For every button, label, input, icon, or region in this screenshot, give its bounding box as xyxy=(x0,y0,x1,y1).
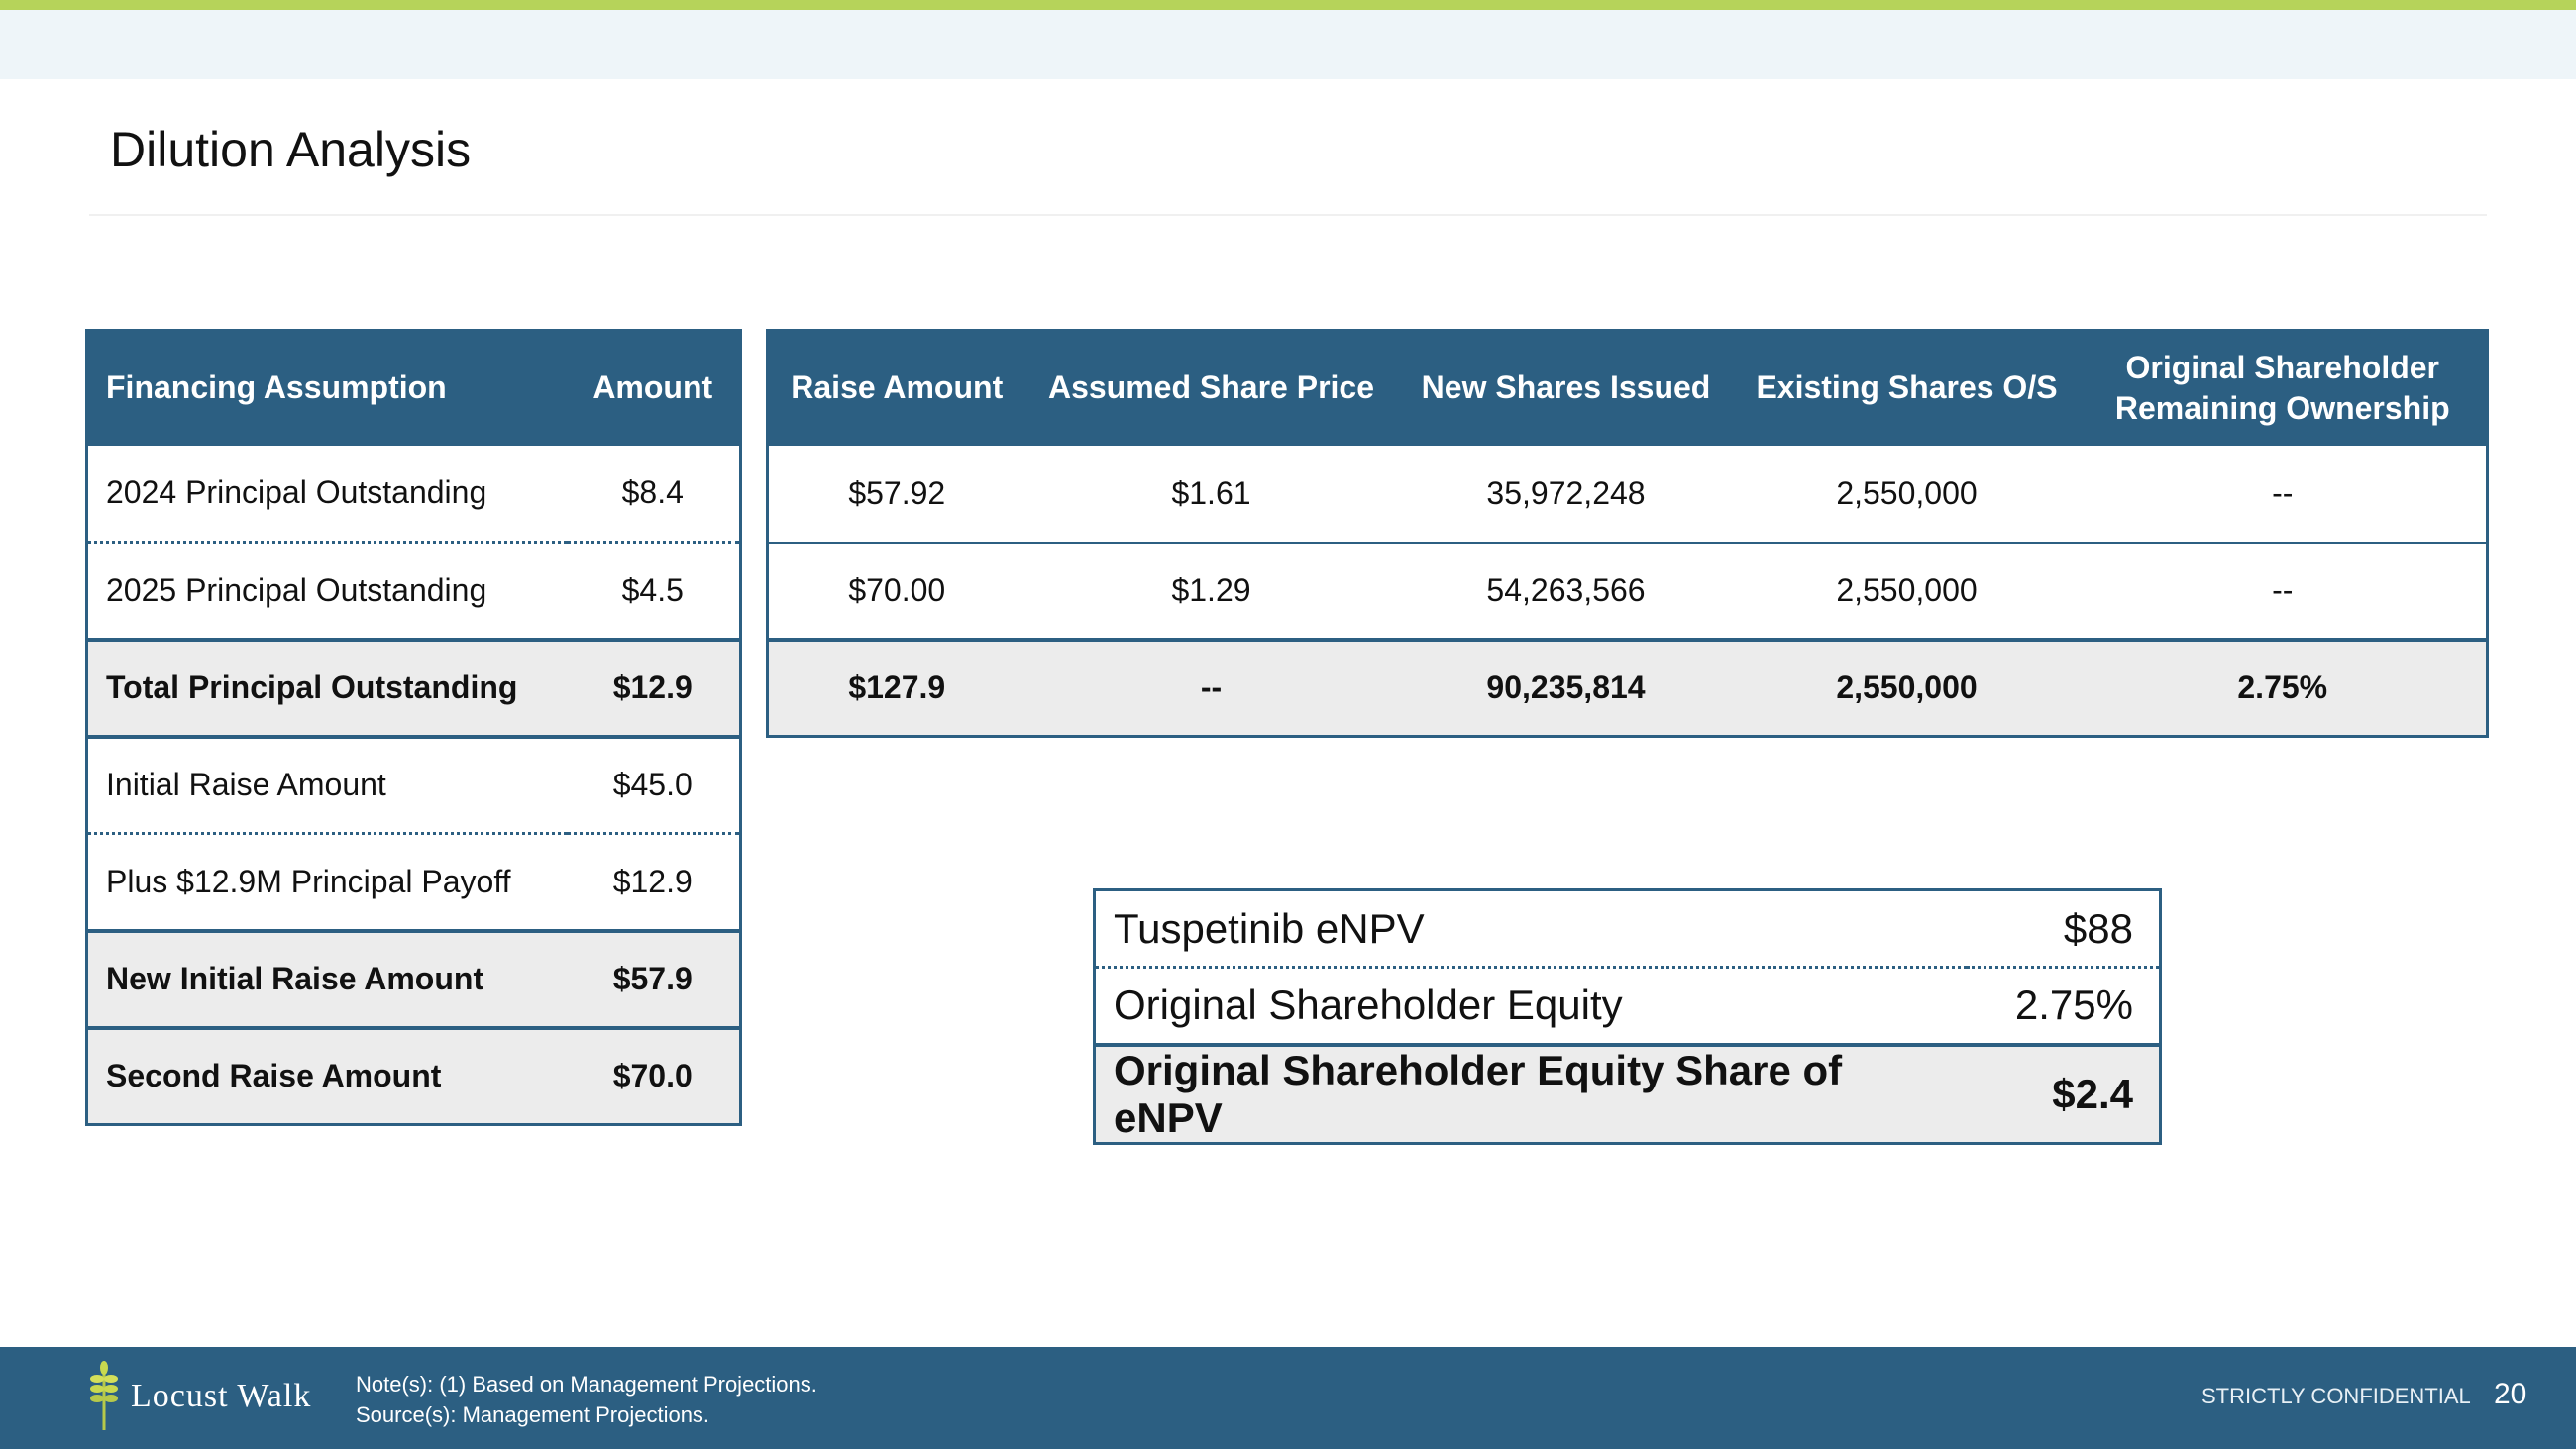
table-row: Original Shareholder Equity 2.75% xyxy=(1094,967,2161,1047)
locust-walk-logo: Locust Walk xyxy=(87,1361,311,1432)
table-row-total: Total Principal Outstanding $12.9 xyxy=(86,639,741,739)
logo-text: Locust Walk xyxy=(131,1378,312,1414)
accent-bar xyxy=(0,0,2576,10)
wheat-icon xyxy=(90,1361,118,1430)
page-number: 20 xyxy=(2494,1378,2527,1410)
cell: $70.00 xyxy=(767,542,1025,642)
row-value: 2.75% xyxy=(1966,967,2161,1047)
cell: 2,550,000 xyxy=(1734,445,2080,544)
row-label: New Initial Raise Amount xyxy=(86,930,567,1030)
table-row-total: New Initial Raise Amount $57.9 xyxy=(86,930,741,1030)
cell: -- xyxy=(1024,639,1398,737)
header-amount: Amount xyxy=(566,330,741,446)
title-divider xyxy=(89,214,2487,216)
row-label: 2024 Principal Outstanding xyxy=(86,445,567,544)
table-row: Tuspetinib eNPV $88 xyxy=(1094,889,2161,969)
cell: $127.9 xyxy=(767,639,1025,737)
page-title: Dilution Analysis xyxy=(110,122,472,177)
row-label: Original Shareholder Equity xyxy=(1094,967,1967,1047)
row-label: Tuspetinib eNPV xyxy=(1094,889,1967,969)
table-row-total: Second Raise Amount $70.0 xyxy=(86,1027,741,1125)
header-assumed-share-price: Assumed Share Price xyxy=(1024,330,1398,446)
row-label: 2025 Principal Outstanding xyxy=(86,542,567,642)
row-label: Plus $12.9M Principal Payoff xyxy=(86,833,567,933)
cell: 90,235,814 xyxy=(1397,639,1735,737)
cell: 2.75% xyxy=(2079,639,2488,737)
row-label: Initial Raise Amount xyxy=(86,736,567,835)
footer: Locust Walk Note(s): (1) Based on Manage… xyxy=(0,1347,2576,1449)
cell: 35,972,248 xyxy=(1397,445,1735,544)
table-row: Initial Raise Amount $45.0 xyxy=(86,736,741,835)
cell: 54,263,566 xyxy=(1397,542,1735,642)
row-amount: $8.4 xyxy=(566,445,741,544)
row-amount: $70.0 xyxy=(566,1027,741,1125)
table-header-row: Raise Amount Assumed Share Price New Sha… xyxy=(767,330,2488,446)
cell: -- xyxy=(2079,542,2488,642)
row-value: $88 xyxy=(1966,889,2161,969)
table-row: $70.00 $1.29 54,263,566 2,550,000 -- xyxy=(767,542,2488,642)
financing-assumption-table: Financing Assumption Amount 2024 Princip… xyxy=(85,329,742,1126)
dilution-table: Raise Amount Assumed Share Price New Sha… xyxy=(766,329,2489,738)
header-financing-assumption: Financing Assumption xyxy=(86,330,567,446)
table-header-row: Financing Assumption Amount xyxy=(86,330,741,446)
header-existing-shares: Existing Shares O/S xyxy=(1734,330,2080,446)
footnotes: Note(s): (1) Based on Management Project… xyxy=(356,1369,817,1430)
enpv-summary-box: Tuspetinib eNPV $88 Original Shareholder … xyxy=(1093,888,2162,1145)
row-value: $2.4 xyxy=(1966,1044,2161,1143)
row-label: Total Principal Outstanding xyxy=(86,639,567,739)
cell: -- xyxy=(2079,445,2488,544)
header-raise-amount: Raise Amount xyxy=(767,330,1025,446)
row-amount: $57.9 xyxy=(566,930,741,1030)
table-row: $57.92 $1.61 35,972,248 2,550,000 -- xyxy=(767,445,2488,544)
note-text: Note(s): (1) Based on Management Project… xyxy=(356,1372,817,1397)
source-text: Source(s): Management Projections. xyxy=(356,1402,710,1427)
row-amount: $12.9 xyxy=(566,639,741,739)
row-label: Second Raise Amount xyxy=(86,1027,567,1125)
cell: $1.29 xyxy=(1024,542,1398,642)
confidential-label: STRICTLY CONFIDENTIAL xyxy=(2201,1384,2471,1408)
header-new-shares-issued: New Shares Issued xyxy=(1397,330,1735,446)
table-row-total: Original Shareholder Equity Share of eNP… xyxy=(1094,1044,2161,1143)
cell: $1.61 xyxy=(1024,445,1398,544)
row-amount: $45.0 xyxy=(566,736,741,835)
table-row-total: $127.9 -- 90,235,814 2,550,000 2.75% xyxy=(767,639,2488,737)
cell: $57.92 xyxy=(767,445,1025,544)
row-amount: $4.5 xyxy=(566,542,741,642)
row-amount: $12.9 xyxy=(566,833,741,933)
table-row: 2025 Principal Outstanding $4.5 xyxy=(86,542,741,642)
table-row: Plus $12.9M Principal Payoff $12.9 xyxy=(86,833,741,933)
table-row: 2024 Principal Outstanding $8.4 xyxy=(86,445,741,544)
header-remaining-ownership: Original Shareholder Remaining Ownership xyxy=(2079,330,2488,446)
cell: 2,550,000 xyxy=(1734,639,2080,737)
header-band xyxy=(0,10,2576,79)
cell: 2,550,000 xyxy=(1734,542,2080,642)
row-label: Original Shareholder Equity Share of eNP… xyxy=(1094,1044,1967,1143)
